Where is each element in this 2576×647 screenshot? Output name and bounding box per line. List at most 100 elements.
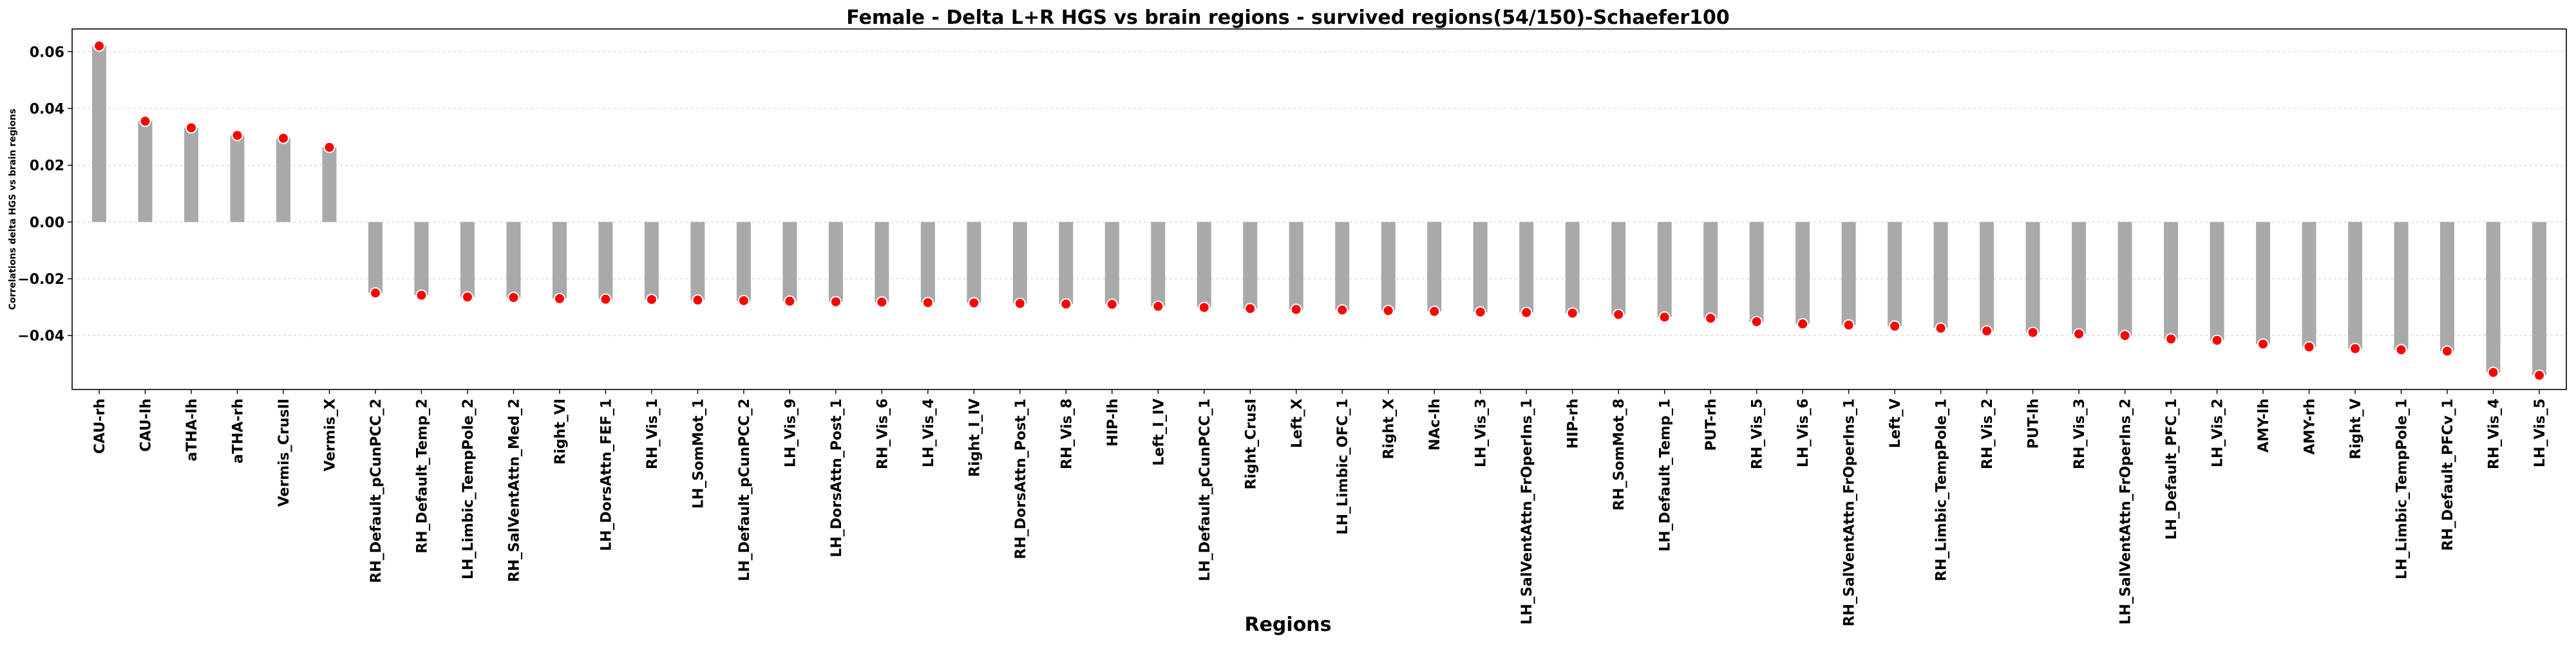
bar: [1243, 221, 1258, 309]
y-axis-label: Correlations delta HGS vs brain regions: [8, 109, 18, 310]
x-tick-label: Right_VI: [553, 399, 569, 465]
data-point-marker: [2441, 345, 2454, 357]
bar: [2025, 221, 2040, 333]
y-tick-label: 0.04: [30, 101, 64, 117]
bar: [1012, 221, 1027, 304]
x-tick-label: Left_X: [1289, 399, 1305, 448]
bar: [506, 221, 521, 298]
data-point-marker: [139, 115, 151, 127]
x-tick-label: RH_SomMot_8: [1611, 399, 1627, 511]
x-tick-label: Right_CrusI: [1243, 399, 1259, 489]
x-tick-label: RH_Vis_6: [875, 399, 891, 469]
data-point-marker: [2073, 328, 2085, 340]
bar: [967, 221, 981, 303]
bar: [1795, 221, 1810, 324]
bar: [1104, 221, 1119, 305]
data-point-marker: [1106, 298, 1118, 310]
bar: [1427, 221, 1442, 312]
data-point-marker: [1566, 307, 1578, 319]
data-point-marker: [1889, 320, 1901, 332]
y-tick-label: −0.04: [17, 328, 64, 344]
data-point-marker: [1520, 306, 1533, 319]
data-point-marker: [922, 297, 934, 309]
data-point-marker: [692, 294, 704, 306]
data-point-marker: [829, 295, 842, 308]
data-point-marker: [1152, 300, 1164, 312]
x-tick-label: Vermis_X: [322, 399, 338, 471]
bar: [828, 221, 843, 302]
data-point-marker: [2027, 326, 2039, 339]
bar: [2210, 221, 2224, 341]
data-point-marker: [2257, 338, 2269, 350]
x-tick-label: RH_Vis_5: [1750, 399, 1766, 469]
x-tick-label: RH_SalVentAttn_FrOperIns_1: [1842, 399, 1858, 626]
bar: [230, 135, 245, 222]
bar: [2440, 221, 2455, 352]
data-point-marker: [2119, 330, 2131, 342]
data-point-marker: [1336, 304, 1349, 316]
x-tick-label: LH_Limbic_TempPole_2: [460, 399, 477, 579]
bar: [2164, 221, 2179, 339]
x-tick-label: LH_Vis_5: [2532, 399, 2548, 467]
bar: [920, 221, 935, 303]
data-point-marker: [553, 292, 565, 305]
x-tick-label: Left_I_IV: [1151, 399, 1167, 465]
data-point-marker: [1613, 308, 1625, 321]
data-point-marker: [2303, 341, 2315, 353]
bar: [1657, 221, 1672, 317]
data-point-marker: [277, 132, 289, 144]
data-point-marker: [1797, 318, 1809, 330]
bar: [368, 221, 383, 294]
plot-frame: [71, 28, 2567, 390]
bar: [736, 221, 751, 301]
bar: [1933, 221, 1948, 328]
bar: [2532, 221, 2546, 375]
data-point-marker: [323, 141, 336, 153]
bar: [138, 121, 153, 222]
x-tick-label: LH_DorsAttn_Post_1: [829, 399, 845, 558]
x-tick-label: LH_SomMot_1: [690, 399, 706, 509]
x-tick-label: LH_Vis_3: [1473, 399, 1490, 467]
x-tick-label: LH_SalVentAttn_FrOperIns_1: [1519, 399, 1535, 624]
data-point-marker: [1428, 305, 1441, 317]
x-tick-label: aTHA-rh: [230, 399, 246, 464]
chart-title: Female - Delta L+R HGS vs brain regions …: [846, 6, 1730, 29]
data-point-marker: [1290, 303, 1302, 315]
data-point-marker: [1842, 319, 1855, 331]
x-tick-label: LH_Vis_2: [2210, 399, 2226, 467]
x-tick-label: LH_Limbic_OFC_1: [1335, 399, 1351, 534]
data-point-marker: [1750, 315, 1763, 328]
bar: [644, 221, 659, 300]
x-axis-ticks: CAU-rh CAU-lh aTHA-lh aTHA-rh Vermis_CrusII V…: [92, 389, 2548, 626]
x-tick-label: RH_Default_Temp_2: [414, 399, 430, 554]
data-point-marker: [737, 294, 750, 306]
x-tick-label: LH_Vis_4: [921, 399, 937, 467]
bar: [1519, 221, 1534, 313]
y-tick-label: 0.00: [30, 215, 64, 231]
bar: [1703, 221, 1718, 319]
bar: [2117, 221, 2132, 336]
x-tick-label: LH_Vis_9: [782, 399, 799, 467]
data-point-marker: [876, 296, 888, 308]
x-tick-label: Left_V: [1888, 399, 1904, 448]
x-tick-label: CAU-lh: [138, 399, 154, 452]
bar: [1888, 221, 1902, 326]
bar: [2302, 221, 2316, 347]
x-tick-label: PUT-lh: [2026, 399, 2042, 449]
x-tick-label: aTHA-lh: [184, 399, 200, 462]
bar: [2256, 221, 2271, 344]
bar: [1749, 221, 1764, 322]
bar: [782, 221, 797, 301]
x-tick-label: RH_Vis_3: [2072, 399, 2088, 469]
y-tick-label: 0.06: [30, 44, 64, 61]
bar: [414, 221, 429, 295]
y-axis-ticks: −0.04 −0.02 0.00 0.02 0.04 0.06: [17, 44, 72, 344]
bar: [1335, 221, 1350, 310]
data-point-marker: [1474, 306, 1486, 318]
x-tick-label: LH_SalVentAttn_FrOperIns_2: [2118, 399, 2134, 624]
data-point-marker: [1658, 311, 1671, 323]
x-tick-label: LH_Vis_6: [1795, 399, 1812, 467]
x-tick-label: RH_DorsAttn_Post_1: [1013, 399, 1029, 559]
